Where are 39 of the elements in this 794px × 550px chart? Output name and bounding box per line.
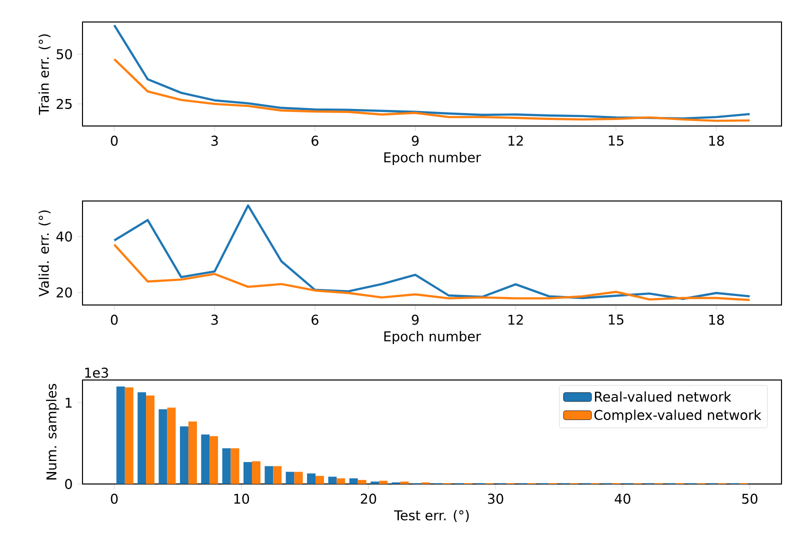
x-tick-label: 12 [508,136,523,146]
x-tick-label: 6 [312,314,318,325]
x-tick-label: 3 [211,314,218,325]
x-tick-label: 3 [211,136,218,146]
x-tick-label: 0 [110,494,118,504]
x-tick-label: 0 [110,136,118,146]
y-tick-label: 50 [56,49,72,60]
line-series [113,204,751,300]
line-series [113,58,751,122]
y-tick-label: 40 [56,231,72,242]
x-tick-label: 12 [508,314,523,325]
y-axis-title: Num. samples [46,384,60,480]
y-tick-label: 1 [66,398,72,408]
x-tick-label: 10 [234,494,250,504]
line-series [113,24,751,120]
y-axis-title: Train err. (°) [38,34,51,115]
x-tick-label: 9 [412,136,419,146]
x-tick-label: 18 [709,314,724,325]
x-tick-label: 40 [614,494,630,504]
x-tick-label: 20 [360,494,376,504]
x-tick-label: 18 [709,136,724,146]
x-axis-title: Test err. (°) [394,510,469,522]
x-tick-label: 15 [608,314,624,325]
text: 1e3 [85,368,108,378]
x-tick-label: 50 [742,494,758,504]
line-series [113,244,751,302]
x-tick-label: 15 [608,136,624,146]
y-tick-label: 20 [56,287,72,298]
x-tick-label: 0 [110,314,118,325]
x-tick-label: 30 [488,494,504,504]
y-axis-title: Valid. err. (°) [38,210,51,297]
x-tick-label: 6 [312,136,318,146]
legend-label: Real-valued network [595,391,732,402]
y-tick-label: 0 [65,478,72,490]
legend-label: Complex-valued network [594,410,762,423]
x-axis-title: Epoch number [384,152,481,166]
y-tick-label: 25 [56,98,72,110]
x-axis-title: Epoch number [384,331,481,344]
x-tick-label: 9 [412,314,419,325]
